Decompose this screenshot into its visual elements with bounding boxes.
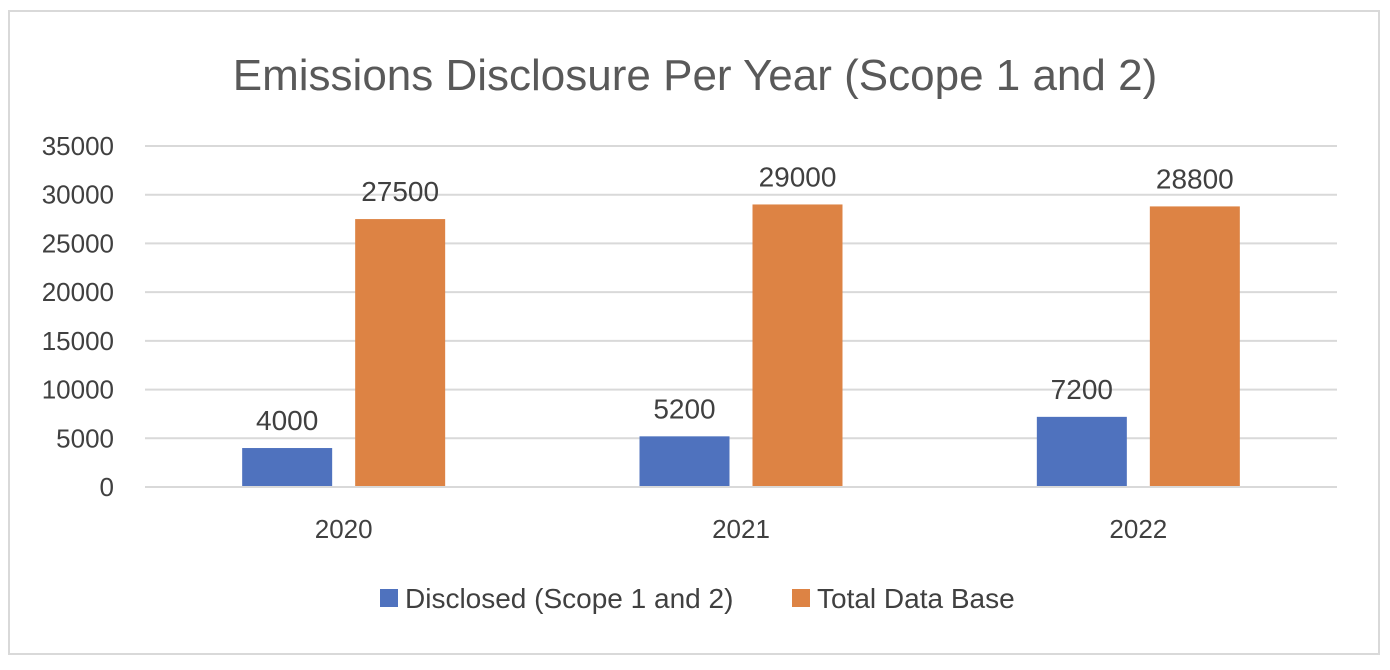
data-labels: 4000 27500 5200 29000 7200 28800	[256, 161, 1234, 436]
y-tick-label: 10000	[42, 375, 114, 405]
data-label: 4000	[256, 405, 318, 436]
bar-total-2020	[355, 219, 446, 488]
x-axis: 2020 2021 2022	[145, 486, 1337, 544]
bar-total-2021	[752, 204, 843, 487]
legend-swatch	[380, 589, 398, 607]
bar-disclosed-2021	[639, 436, 730, 487]
legend-label: Total Data Base	[817, 583, 1015, 614]
y-tick-label: 25000	[42, 228, 114, 258]
y-tick-label: 35000	[42, 131, 114, 161]
y-tick-label: 30000	[42, 180, 114, 210]
bar-disclosed-2020	[242, 448, 333, 487]
y-axis: 0 5000 10000 15000 20000 25000 30000 35000	[42, 131, 114, 502]
data-label: 5200	[653, 393, 715, 424]
legend-swatch	[792, 589, 810, 607]
y-tick-label: 0	[100, 472, 114, 502]
data-label: 29000	[759, 161, 837, 192]
y-tick-label: 15000	[42, 326, 114, 356]
bars	[242, 204, 1240, 488]
y-tick-label: 20000	[42, 277, 114, 307]
data-label: 7200	[1051, 374, 1113, 405]
data-label: 28800	[1156, 163, 1234, 194]
x-tick-label: 2020	[315, 514, 373, 544]
data-label: 27500	[361, 176, 439, 207]
legend-label: Disclosed (Scope 1 and 2)	[405, 583, 733, 614]
bar-disclosed-2022	[1036, 416, 1127, 487]
y-tick-label: 5000	[56, 423, 114, 453]
legend: Disclosed (Scope 1 and 2) Total Data Base	[380, 583, 1015, 614]
bar-total-2022	[1149, 206, 1240, 488]
x-tick-label: 2021	[712, 514, 770, 544]
x-tick-label: 2022	[1109, 514, 1167, 544]
chart-title: Emissions Disclosure Per Year (Scope 1 a…	[233, 51, 1157, 100]
